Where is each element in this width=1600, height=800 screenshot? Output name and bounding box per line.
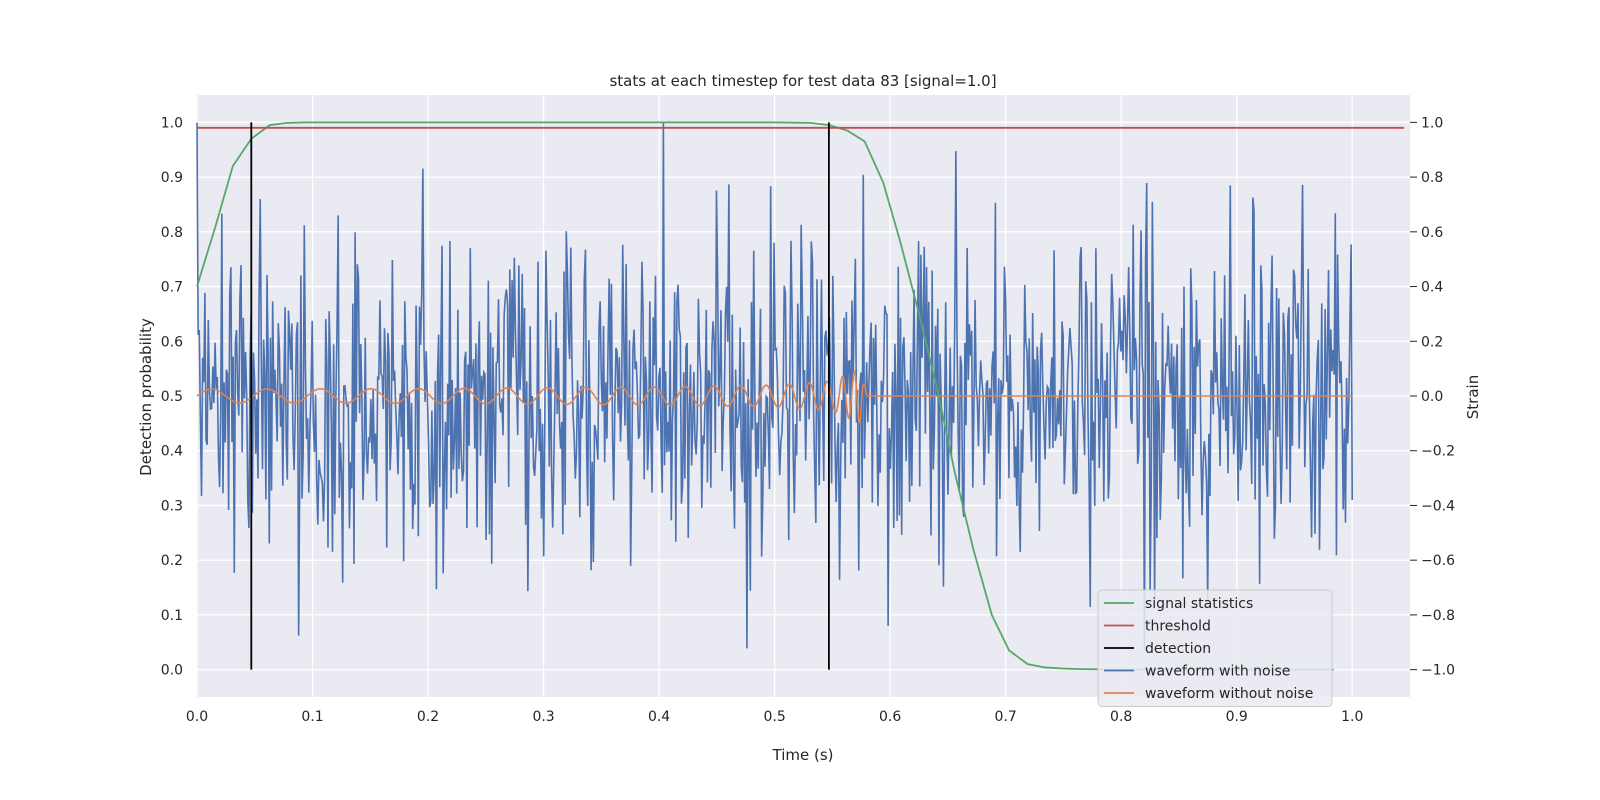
x-tick-label: 1.0: [1341, 709, 1363, 725]
legend: signal statistics threshold detection wavef…: [1097, 589, 1333, 707]
right-y-tick-label: −0.4: [1421, 498, 1455, 514]
x-tick-label: 0.4: [648, 709, 670, 725]
right-y-tick-label: 0.6: [1421, 225, 1443, 241]
legend-label: waveform without noise: [1145, 686, 1313, 702]
left-y-tick-label: 0.1: [161, 608, 183, 624]
axes-layer: 0.0 0.1 0.2 0.3 0.4 0.5 0.6 0.7 0.8 0.9 1.0 0.0 0.1 0…: [161, 115, 1455, 725]
series-line-signal-statistics: [196, 121, 1334, 671]
legend-label: signal statistics: [1145, 596, 1253, 612]
legend-label: threshold: [1145, 619, 1211, 635]
right-y-tick-label: 1.0: [1421, 115, 1443, 131]
right-y-tick-label: 0.8: [1421, 170, 1443, 186]
left-y-tick-label: 0.8: [161, 225, 183, 241]
x-tick-label: 0.5: [763, 709, 785, 725]
x-tick-label: 0.0: [186, 709, 208, 725]
right-y-tick-label: 0.4: [1421, 280, 1443, 296]
left-y-tick-label: 0.4: [161, 444, 183, 460]
left-y-tick-label: 0.7: [161, 280, 183, 296]
left-y-tick-label: 1.0: [161, 115, 183, 131]
left-y-tick-label: 0.9: [161, 170, 183, 186]
chart-title: stats at each timestep for test data 83 …: [609, 72, 996, 90]
series-line-waveform-without-noise: [196, 370, 1353, 425]
x-tick-label: 0.3: [532, 709, 554, 725]
left-y-tick-label: 0.3: [161, 498, 183, 514]
legend-label: detection: [1145, 641, 1211, 657]
right-y-tick-label: −0.8: [1421, 608, 1455, 624]
x-tick-label: 0.8: [1110, 709, 1132, 725]
left-y-tick-label: 0.5: [161, 389, 183, 405]
x-tick-label: 0.7: [995, 709, 1017, 725]
right-y-tick-label: 0.2: [1421, 334, 1443, 350]
right-y-tick-label: 0.0: [1421, 389, 1443, 405]
x-tick-label: 0.1: [301, 709, 323, 725]
right-y-tick-label: −1.0: [1421, 663, 1455, 679]
x-tick-label: 0.6: [879, 709, 901, 725]
right-y-tick-label: −0.6: [1421, 553, 1455, 569]
left-y-tick-label: 0.6: [161, 334, 183, 350]
left-y-tick-label: 0.2: [161, 553, 183, 569]
right-y-tick-label: −0.2: [1421, 444, 1455, 460]
x-tick-label: 0.2: [417, 709, 439, 725]
legend-box: [1097, 589, 1333, 707]
series-layer: [196, 121, 1405, 671]
left-y-axis-label: Detection probability: [137, 318, 155, 476]
left-y-tick-label: 0.0: [161, 663, 183, 679]
series-line-waveform-with-noise: [196, 122, 1354, 650]
right-y-axis-label: Strain: [1464, 375, 1482, 419]
x-axis-label: Time (s): [772, 746, 834, 764]
legend-label: waveform with noise: [1145, 664, 1290, 680]
x-tick-label: 0.9: [1226, 709, 1248, 725]
